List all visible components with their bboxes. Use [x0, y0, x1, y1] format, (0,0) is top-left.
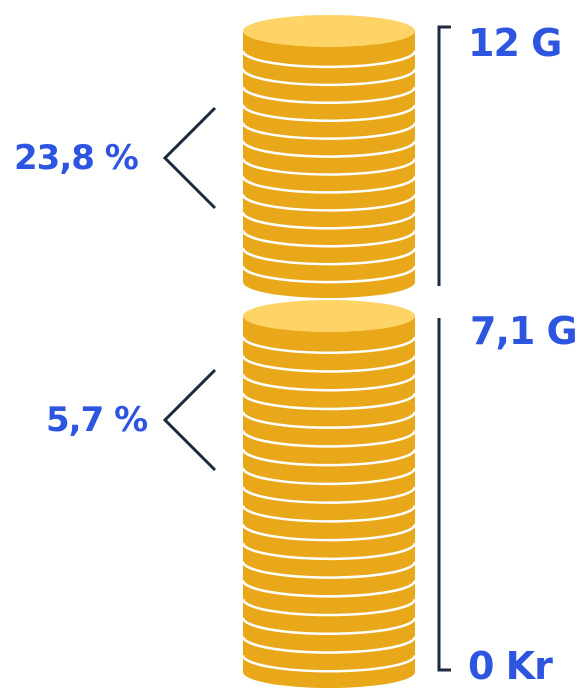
coin-edge-line	[241, 68, 417, 87]
coin-edge-line	[241, 104, 417, 122]
coin-edge-line	[241, 212, 417, 230]
coin-edge-line	[241, 617, 417, 636]
coin-edge-line	[241, 229, 417, 248]
coin-edge-line	[241, 448, 417, 467]
upper-stack-body	[243, 31, 415, 298]
upper-stack-top-coin	[243, 15, 415, 47]
coin-edge-line	[241, 655, 417, 673]
coin-edge-line	[241, 265, 417, 284]
upper-coin-stack	[241, 15, 417, 298]
coin-edge-line	[241, 523, 417, 542]
coin-edge-line	[241, 336, 417, 354]
coin-edge-line	[241, 247, 417, 266]
coin-edge-line	[241, 50, 417, 69]
scale-label-middle: 7,1 G	[470, 309, 577, 353]
coin-edge-line	[241, 542, 417, 561]
lower-stack-top-coin	[243, 300, 415, 332]
coin-edge-line	[241, 430, 417, 448]
coin-edge-line	[241, 373, 417, 392]
coin-edge-line	[241, 486, 417, 504]
coin-edge-line	[241, 467, 417, 486]
lower-coin-stack	[241, 300, 417, 688]
coin-edge-line	[241, 580, 417, 598]
coin-edge-line	[241, 598, 417, 617]
coin-edge-line	[241, 636, 417, 654]
coin-edge-line	[241, 194, 417, 212]
scale-label-top: 12 G	[468, 21, 562, 65]
scale-label-bottom: 0 Kr	[468, 644, 553, 688]
coin-edge-line	[241, 176, 417, 194]
lower-range-bracket	[437, 318, 451, 672]
lower-percent-label: 5,7 %	[46, 400, 148, 440]
lower-percent-chevron	[162, 368, 217, 472]
coin-edge-line	[241, 392, 417, 411]
coin-edge-line	[241, 122, 417, 140]
coin-edge-line	[241, 505, 417, 523]
upper-range-bracket	[437, 25, 451, 286]
coin-edge-line	[241, 140, 417, 158]
coin-edge-line	[241, 355, 417, 373]
upper-percent-label: 23,8 %	[14, 138, 139, 178]
upper-percent-chevron	[162, 106, 217, 210]
coin-edge-line	[241, 86, 417, 105]
coin-edge-line	[241, 411, 417, 429]
coin-edge-line	[241, 561, 417, 579]
coin-edge-line	[241, 158, 417, 176]
